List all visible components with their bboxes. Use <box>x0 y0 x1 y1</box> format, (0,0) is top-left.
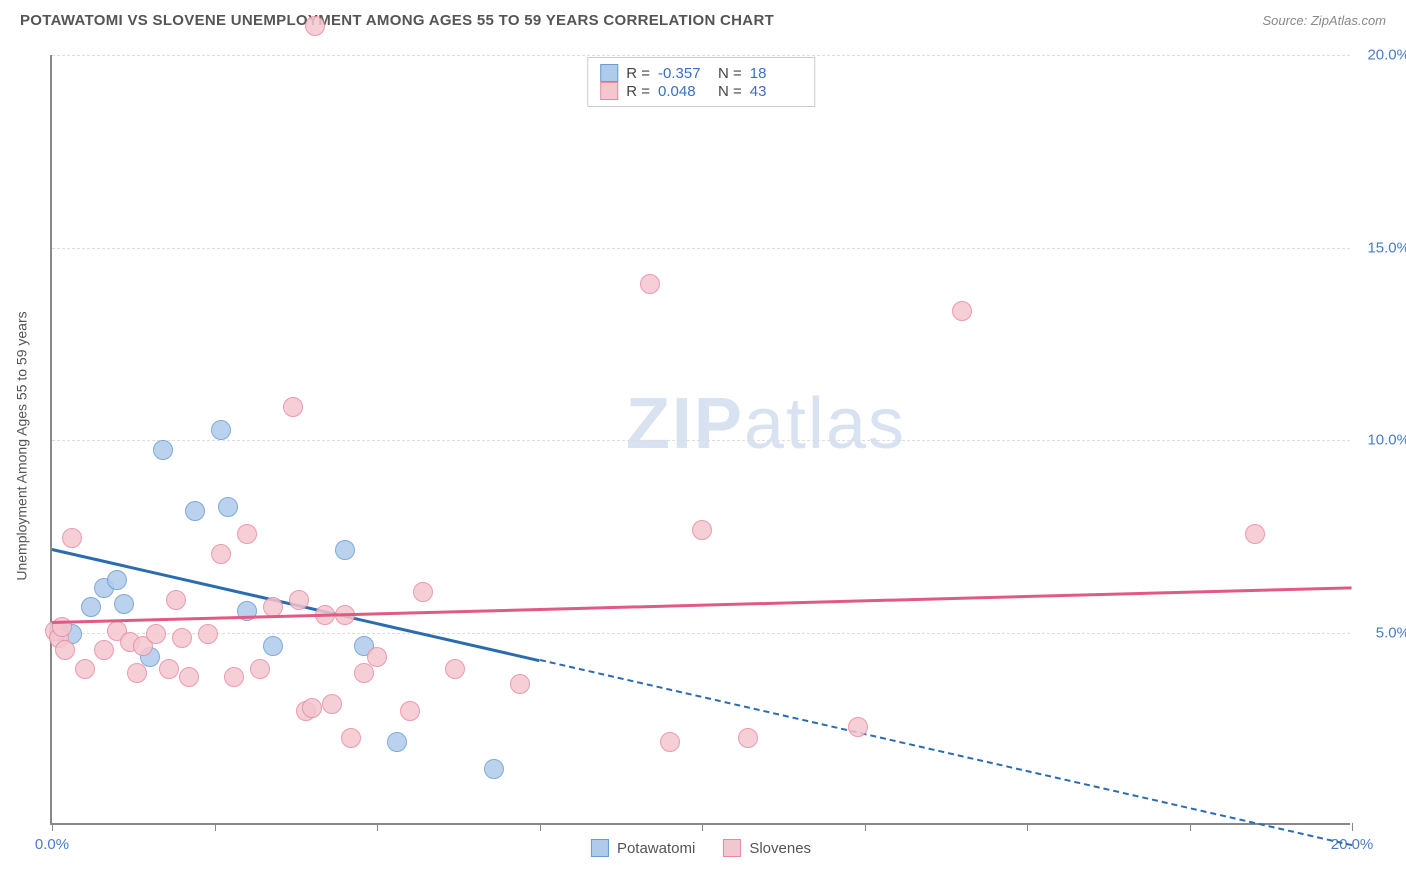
watermark-rest: atlas <box>744 384 906 464</box>
data-point <box>185 501 205 521</box>
data-point <box>387 732 407 752</box>
data-point <box>283 397 303 417</box>
legend-n-value: 18 <box>750 65 802 82</box>
x-tick <box>540 823 541 831</box>
legend-swatch-icon <box>600 64 618 82</box>
legend-item-label: Potawatomi <box>617 840 695 857</box>
legend-row: R = -0.357 N = 18 <box>600 64 802 82</box>
legend-series: Potawatomi Slovenes <box>591 839 811 857</box>
data-point <box>335 540 355 560</box>
legend-item-label: Slovenes <box>749 840 811 857</box>
legend-r-label: R = <box>626 83 650 100</box>
data-point <box>237 524 257 544</box>
data-point <box>413 582 433 602</box>
legend-swatch-icon <box>591 839 609 857</box>
x-tick <box>865 823 866 831</box>
data-point <box>341 728 361 748</box>
data-point <box>211 544 231 564</box>
data-point <box>952 301 972 321</box>
data-point <box>127 663 147 683</box>
data-point <box>302 698 322 718</box>
data-point <box>692 520 712 540</box>
legend-correlation: R = -0.357 N = 18 R = 0.048 N = 43 <box>587 57 815 107</box>
watermark: ZIPatlas <box>626 383 906 465</box>
legend-r-value: 0.048 <box>658 83 710 100</box>
gridline <box>52 440 1350 441</box>
data-point <box>305 16 325 36</box>
y-tick-label: 20.0% <box>1367 47 1406 64</box>
trendline <box>539 659 1352 846</box>
gridline <box>52 55 1350 56</box>
plot-area: ZIPatlas R = -0.357 N = 18 R = 0.048 N =… <box>50 55 1350 825</box>
data-point <box>367 647 387 667</box>
source-label: Source: ZipAtlas.com <box>1262 13 1386 28</box>
legend-row: R = 0.048 N = 43 <box>600 82 802 100</box>
data-point <box>1245 524 1265 544</box>
data-point <box>159 659 179 679</box>
x-tick <box>702 823 703 831</box>
data-point <box>179 667 199 687</box>
gridline <box>52 633 1350 634</box>
y-tick-label: 10.0% <box>1367 432 1406 449</box>
data-point <box>250 659 270 679</box>
chart-title: POTAWATOMI VS SLOVENE UNEMPLOYMENT AMONG… <box>20 12 774 29</box>
legend-item: Potawatomi <box>591 839 695 857</box>
legend-n-value: 43 <box>750 83 802 100</box>
x-tick <box>215 823 216 831</box>
data-point <box>81 597 101 617</box>
data-point <box>107 570 127 590</box>
data-point <box>445 659 465 679</box>
data-point <box>400 701 420 721</box>
x-tick <box>1190 823 1191 831</box>
data-point <box>218 497 238 517</box>
y-tick-label: 15.0% <box>1367 239 1406 256</box>
x-tick <box>1352 823 1353 831</box>
legend-r-value: -0.357 <box>658 65 710 82</box>
data-point <box>289 590 309 610</box>
data-point <box>55 640 75 660</box>
y-axis-label: Unemployment Among Ages 55 to 59 years <box>13 311 29 580</box>
data-point <box>146 624 166 644</box>
data-point <box>224 667 244 687</box>
data-point <box>660 732 680 752</box>
data-point <box>153 440 173 460</box>
data-point <box>172 628 192 648</box>
legend-n-label: N = <box>718 83 742 100</box>
data-point <box>198 624 218 644</box>
data-point <box>211 420 231 440</box>
legend-item: Slovenes <box>723 839 811 857</box>
data-point <box>510 674 530 694</box>
data-point <box>738 728 758 748</box>
x-tick <box>1027 823 1028 831</box>
legend-swatch-icon <box>723 839 741 857</box>
data-point <box>94 640 114 660</box>
data-point <box>322 694 342 714</box>
data-point <box>114 594 134 614</box>
data-point <box>166 590 186 610</box>
data-point <box>263 636 283 656</box>
data-point <box>848 717 868 737</box>
watermark-bold: ZIP <box>626 384 744 464</box>
x-tick <box>52 823 53 831</box>
data-point <box>484 759 504 779</box>
data-point <box>640 274 660 294</box>
legend-r-label: R = <box>626 65 650 82</box>
data-point <box>62 528 82 548</box>
data-point <box>75 659 95 679</box>
gridline <box>52 248 1350 249</box>
y-tick-label: 5.0% <box>1376 624 1406 641</box>
legend-n-label: N = <box>718 65 742 82</box>
x-tick-label: 0.0% <box>35 836 69 853</box>
x-tick <box>377 823 378 831</box>
legend-swatch-icon <box>600 82 618 100</box>
